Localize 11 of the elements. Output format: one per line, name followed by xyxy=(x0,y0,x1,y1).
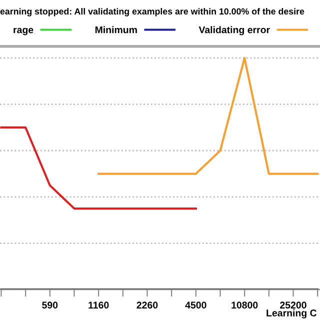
x-tick-label: 590 xyxy=(42,302,58,309)
legend-label: Validating error xyxy=(198,26,270,36)
x-tick-label: 1160 xyxy=(88,302,109,309)
x-tick-label: 4500 xyxy=(185,302,206,309)
x-tick-label: 25200 xyxy=(280,302,306,309)
chart-title: earning stopped: All validating examples are within 10.00% of the desire xyxy=(0,8,304,16)
x-tick-label: 10800 xyxy=(232,302,258,309)
x-tick-label: 2260 xyxy=(136,302,158,309)
legend-label: Minimum xyxy=(95,26,137,34)
legend-label: rage xyxy=(14,28,34,36)
x-axis-title: Learning C xyxy=(266,309,317,318)
